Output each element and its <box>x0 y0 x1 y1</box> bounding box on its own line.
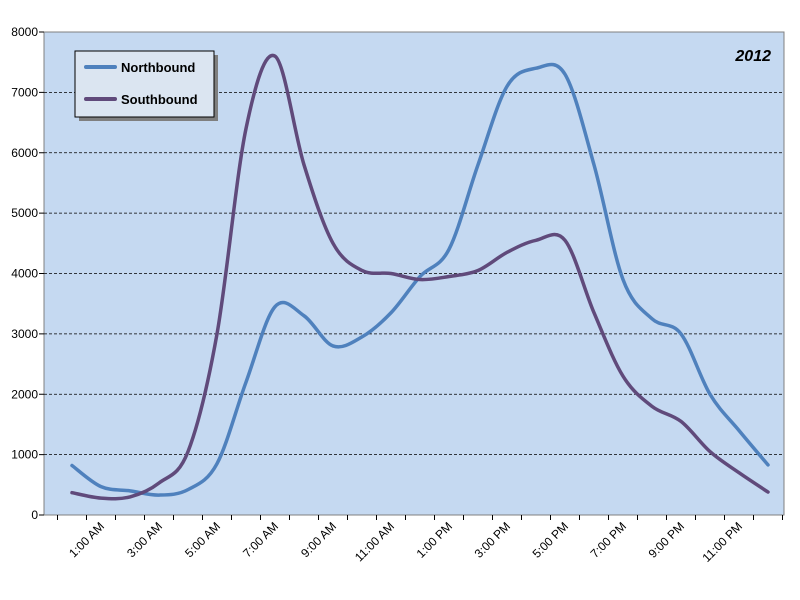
legend-box <box>74 50 215 118</box>
y-tick-label-2000: 2000 <box>11 387 38 401</box>
x-tick-label: 11:00 PM <box>700 519 746 565</box>
year-annotation: 2012 <box>734 48 771 65</box>
x-tick-label: 7:00 PM <box>588 519 630 561</box>
y-tick-label-6000: 6000 <box>11 146 38 160</box>
x-tick-label: 3:00 PM <box>472 519 514 561</box>
legend: Northbound Southbound <box>74 50 218 121</box>
x-tick-label: 11:00 AM <box>352 519 397 564</box>
x-axis: 1:00 AM 3:00 AM 5:00 AM 7:00 AM 9:00 AM 11:00… <box>57 515 783 565</box>
x-tick-label: 3:00 AM <box>124 519 165 560</box>
x-tick-label: 9:00 PM <box>646 519 688 561</box>
legend-label-northbound: Northbound <box>121 60 195 75</box>
x-tick-label: 1:00 AM <box>66 519 107 560</box>
series-line-southbound <box>70 53 770 501</box>
x-tick-label: 9:00 AM <box>298 519 339 560</box>
y-tick-label-8000: 8000 <box>11 25 38 39</box>
x-tick-label: 1:00 PM <box>414 519 456 561</box>
y-tick-label-1000: 1000 <box>11 448 38 462</box>
x-tick-label: 5:00 AM <box>182 519 223 560</box>
y-tick-label-3000: 3000 <box>11 327 38 341</box>
y-tick-label-5000: 5000 <box>11 206 38 220</box>
gridlines <box>44 91 784 456</box>
y-axis: 0 1000 2000 3000 4000 5000 6000 7000 8000 <box>11 25 44 522</box>
series-lines <box>70 53 770 501</box>
y-tick-label-7000: 7000 <box>11 85 38 99</box>
series-line-northbound <box>70 62 770 497</box>
y-tick-label-4000: 4000 <box>11 267 38 281</box>
y-tick-label-0: 0 <box>31 508 38 522</box>
legend-label-southbound: Southbound <box>121 92 198 107</box>
x-tick-label: 5:00 PM <box>530 519 572 561</box>
x-tick-label: 7:00 AM <box>240 519 281 560</box>
